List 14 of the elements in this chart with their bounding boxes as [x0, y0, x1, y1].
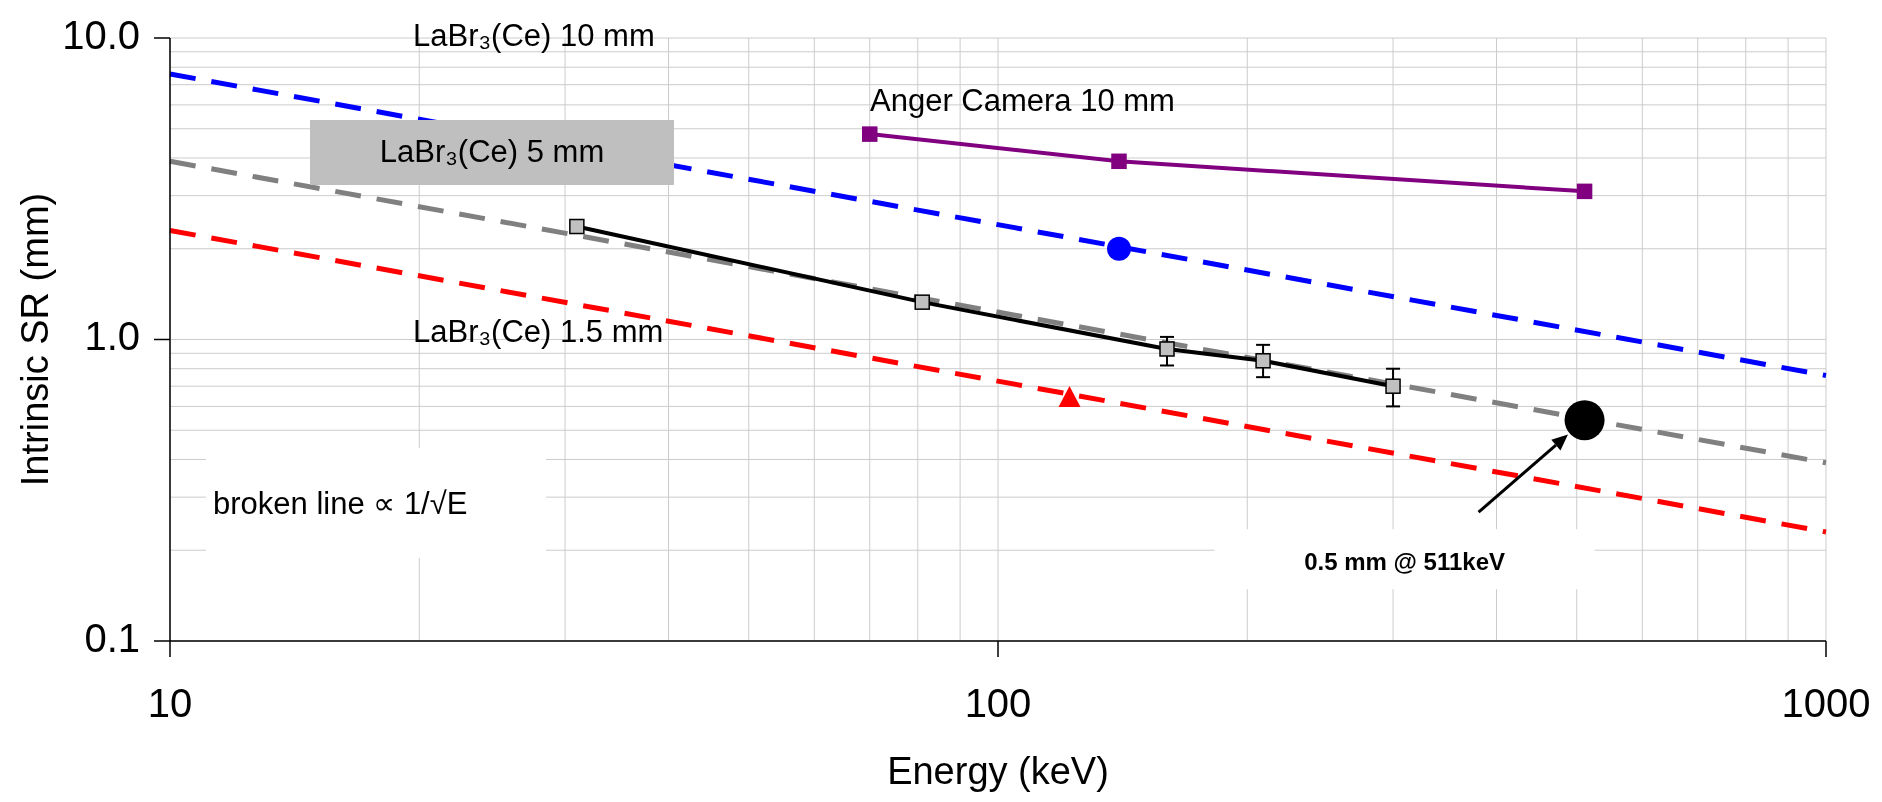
y-tick-label: 0.1	[84, 615, 140, 660]
x-axis-title: Energy (keV)	[887, 750, 1109, 792]
x-tick-label: 100	[964, 681, 1032, 725]
y-tick-label: 10.0	[62, 12, 140, 57]
series-label: LaBr₃(Ce) 5 mm	[379, 134, 605, 170]
text: LaBr₃(Ce) 10 mm	[413, 18, 655, 54]
annotation: broken line ∝ 1/√E	[213, 486, 468, 522]
annotation: 0.5 mm @ 511keV	[1304, 547, 1506, 575]
y-tick-label: 1.0	[84, 314, 140, 359]
series-label: LaBr₃(Ce) 1.5 mm	[413, 314, 664, 350]
x-tick-label: 1000	[1781, 681, 1871, 725]
x-tick-label: 10	[147, 681, 193, 725]
y-axis-title: Intrinsic SR (mm)	[14, 192, 56, 487]
series-label: Anger Camera 10 mm	[870, 83, 1175, 119]
